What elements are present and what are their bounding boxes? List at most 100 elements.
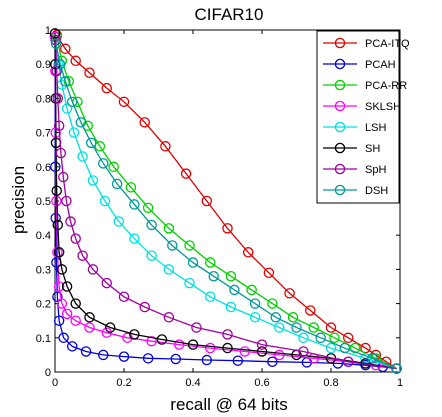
data-point-lsh (68, 127, 80, 138)
series-pca-rr (51, 31, 402, 374)
data-point-sph (52, 93, 64, 104)
legend-entry-sh: SH (323, 142, 380, 155)
data-point-lsh (204, 291, 216, 303)
data-point-lsh (273, 322, 285, 333)
data-point-sph (65, 216, 76, 227)
y-tick-label: 0.6 (36, 162, 51, 174)
data-point-dsh (54, 58, 66, 70)
data-point-sph (222, 329, 233, 340)
data-point-sklsh (61, 308, 73, 320)
data-point-lsh (298, 332, 309, 344)
data-point-pcah (58, 332, 69, 344)
legend-entry-pca-rr: PCA-RR (323, 79, 407, 92)
y-tick-label: 0.8 (36, 93, 51, 105)
legend-label-sph: SpH (365, 164, 386, 176)
series-line-sh (54, 33, 397, 370)
data-point-pca-rr (63, 76, 75, 87)
legend-label-pca-itq: PCA-ITQ (365, 38, 410, 50)
data-point-dsh (187, 257, 199, 268)
data-point-pca-itq (70, 55, 81, 67)
data-point-dsh (85, 137, 97, 149)
legend-marker-sklsh (334, 100, 346, 112)
data-point-pcah (201, 354, 213, 366)
data-point-sklsh (173, 339, 185, 350)
data-point-sh (222, 342, 233, 354)
data-point-pca-itq (263, 267, 275, 279)
data-point-pcah (267, 356, 278, 367)
x-tick-label: 0.2 (116, 377, 131, 389)
data-point-pca-rr (108, 161, 119, 173)
data-point-pca-itq (325, 322, 337, 333)
legend-entry-dsh: DSH (323, 184, 388, 197)
legend-entry-pcah: PCAH (323, 58, 396, 71)
data-point-pcah (118, 351, 130, 362)
data-point-pcah (53, 315, 65, 326)
data-point-sph (70, 233, 81, 244)
x-axis-label: recall @ 64 bits (170, 395, 287, 414)
data-point-dsh (249, 298, 261, 309)
series-line-pca-rr (56, 36, 397, 370)
data-point-sh (256, 346, 268, 357)
data-point-pca-rr (225, 270, 237, 282)
data-point-dsh (391, 363, 402, 374)
y-tick-label: 0.9 (36, 59, 51, 71)
data-point-pcah (98, 349, 109, 361)
x-tick-label: 0.4 (185, 377, 200, 389)
data-point-sph (163, 312, 175, 323)
data-point-lsh (184, 277, 195, 289)
data-point-pca-itq (242, 247, 254, 258)
y-tick-label: 0.7 (36, 128, 51, 140)
data-point-sph (298, 346, 309, 357)
data-point-lsh (225, 301, 237, 313)
data-point-lsh (61, 103, 73, 114)
data-point-sklsh (273, 349, 285, 361)
data-point-sph (58, 171, 69, 183)
legend-label-sklsh: SKLSH (365, 101, 401, 113)
x-tick-label: 0.8 (323, 377, 338, 389)
legend-entry-sklsh: SKLSH (323, 100, 401, 113)
data-point-sh (129, 329, 140, 340)
legend-entry-sph: SpH (323, 163, 386, 176)
data-point-sh (61, 281, 73, 292)
data-point-dsh (98, 158, 109, 169)
legend-marker-dsh (334, 184, 346, 196)
series-line-pca-itq (56, 34, 397, 370)
x-tick-label: 0.6 (254, 377, 269, 389)
data-point-lsh (146, 250, 157, 261)
data-point-pca-itq (180, 168, 192, 179)
data-point-lsh (249, 312, 261, 323)
data-point-pca-itq (160, 141, 171, 152)
legend-marker-lsh (334, 121, 346, 133)
data-point-lsh (87, 175, 99, 186)
y-tick-label: 0.5 (36, 196, 51, 208)
y-tick-label: 0.1 (36, 333, 51, 345)
data-point-sh (156, 334, 168, 345)
data-point-sph (342, 356, 354, 367)
data-point-pca-itq (342, 332, 354, 344)
legend: PCA-ITQ PCAH PCA-RR SKLSH LSH SH SpH DSH (316, 30, 410, 204)
legend-label-dsh: DSH (365, 185, 388, 197)
data-point-sklsh (70, 315, 81, 326)
data-point-dsh (146, 219, 157, 231)
series-line-pcah (54, 36, 397, 370)
data-point-pca-itq (84, 67, 95, 79)
data-point-pca-itq (118, 96, 130, 108)
data-point-pcah (50, 161, 61, 173)
data-point-dsh (75, 117, 87, 128)
data-point-sklsh (122, 332, 133, 344)
data-point-lsh (99, 195, 111, 207)
data-point-sph (118, 291, 130, 303)
data-point-lsh (77, 151, 88, 162)
data-point-sh (51, 185, 62, 196)
data-point-pca-itq (101, 82, 113, 94)
data-point-lsh (163, 264, 175, 275)
data-point-pca-itq (222, 223, 233, 234)
data-point-pca-rr (287, 312, 299, 323)
legend-label-pcah: PCAH (365, 59, 396, 71)
data-point-dsh (60, 76, 71, 87)
legend-box (316, 30, 400, 204)
data-point-pca-rr (94, 141, 106, 152)
data-point-lsh (113, 216, 125, 227)
data-point-pca-rr (349, 342, 361, 354)
